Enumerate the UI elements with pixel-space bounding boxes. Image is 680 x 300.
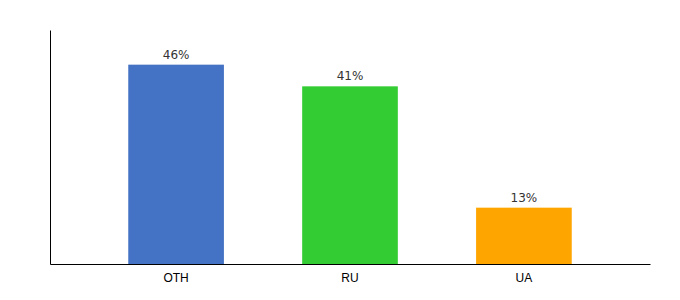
x-tick: OTH (163, 271, 188, 285)
data-labels: 46% 41% 13% (163, 48, 537, 205)
x-tick: UA (516, 271, 533, 285)
y-axis (50, 31, 51, 265)
bar (476, 208, 572, 264)
chart: OTH RU UA 46% 41% 13% (0, 0, 680, 300)
bar (302, 86, 398, 264)
x-axis-line (51, 264, 651, 265)
y-axis-line (50, 31, 51, 265)
x-tick-label: OTH (163, 271, 188, 285)
x-axis: OTH RU UA (51, 265, 651, 285)
x-tick: RU (341, 271, 358, 285)
plot: OTH RU UA (51, 31, 651, 285)
data-label: 41% (337, 69, 364, 83)
data-label: 13% (511, 191, 538, 205)
bars (128, 65, 571, 264)
data-label: 46% (163, 48, 190, 62)
bar (128, 65, 224, 264)
x-tick-label: RU (341, 271, 358, 285)
x-tick-label: UA (516, 271, 533, 285)
